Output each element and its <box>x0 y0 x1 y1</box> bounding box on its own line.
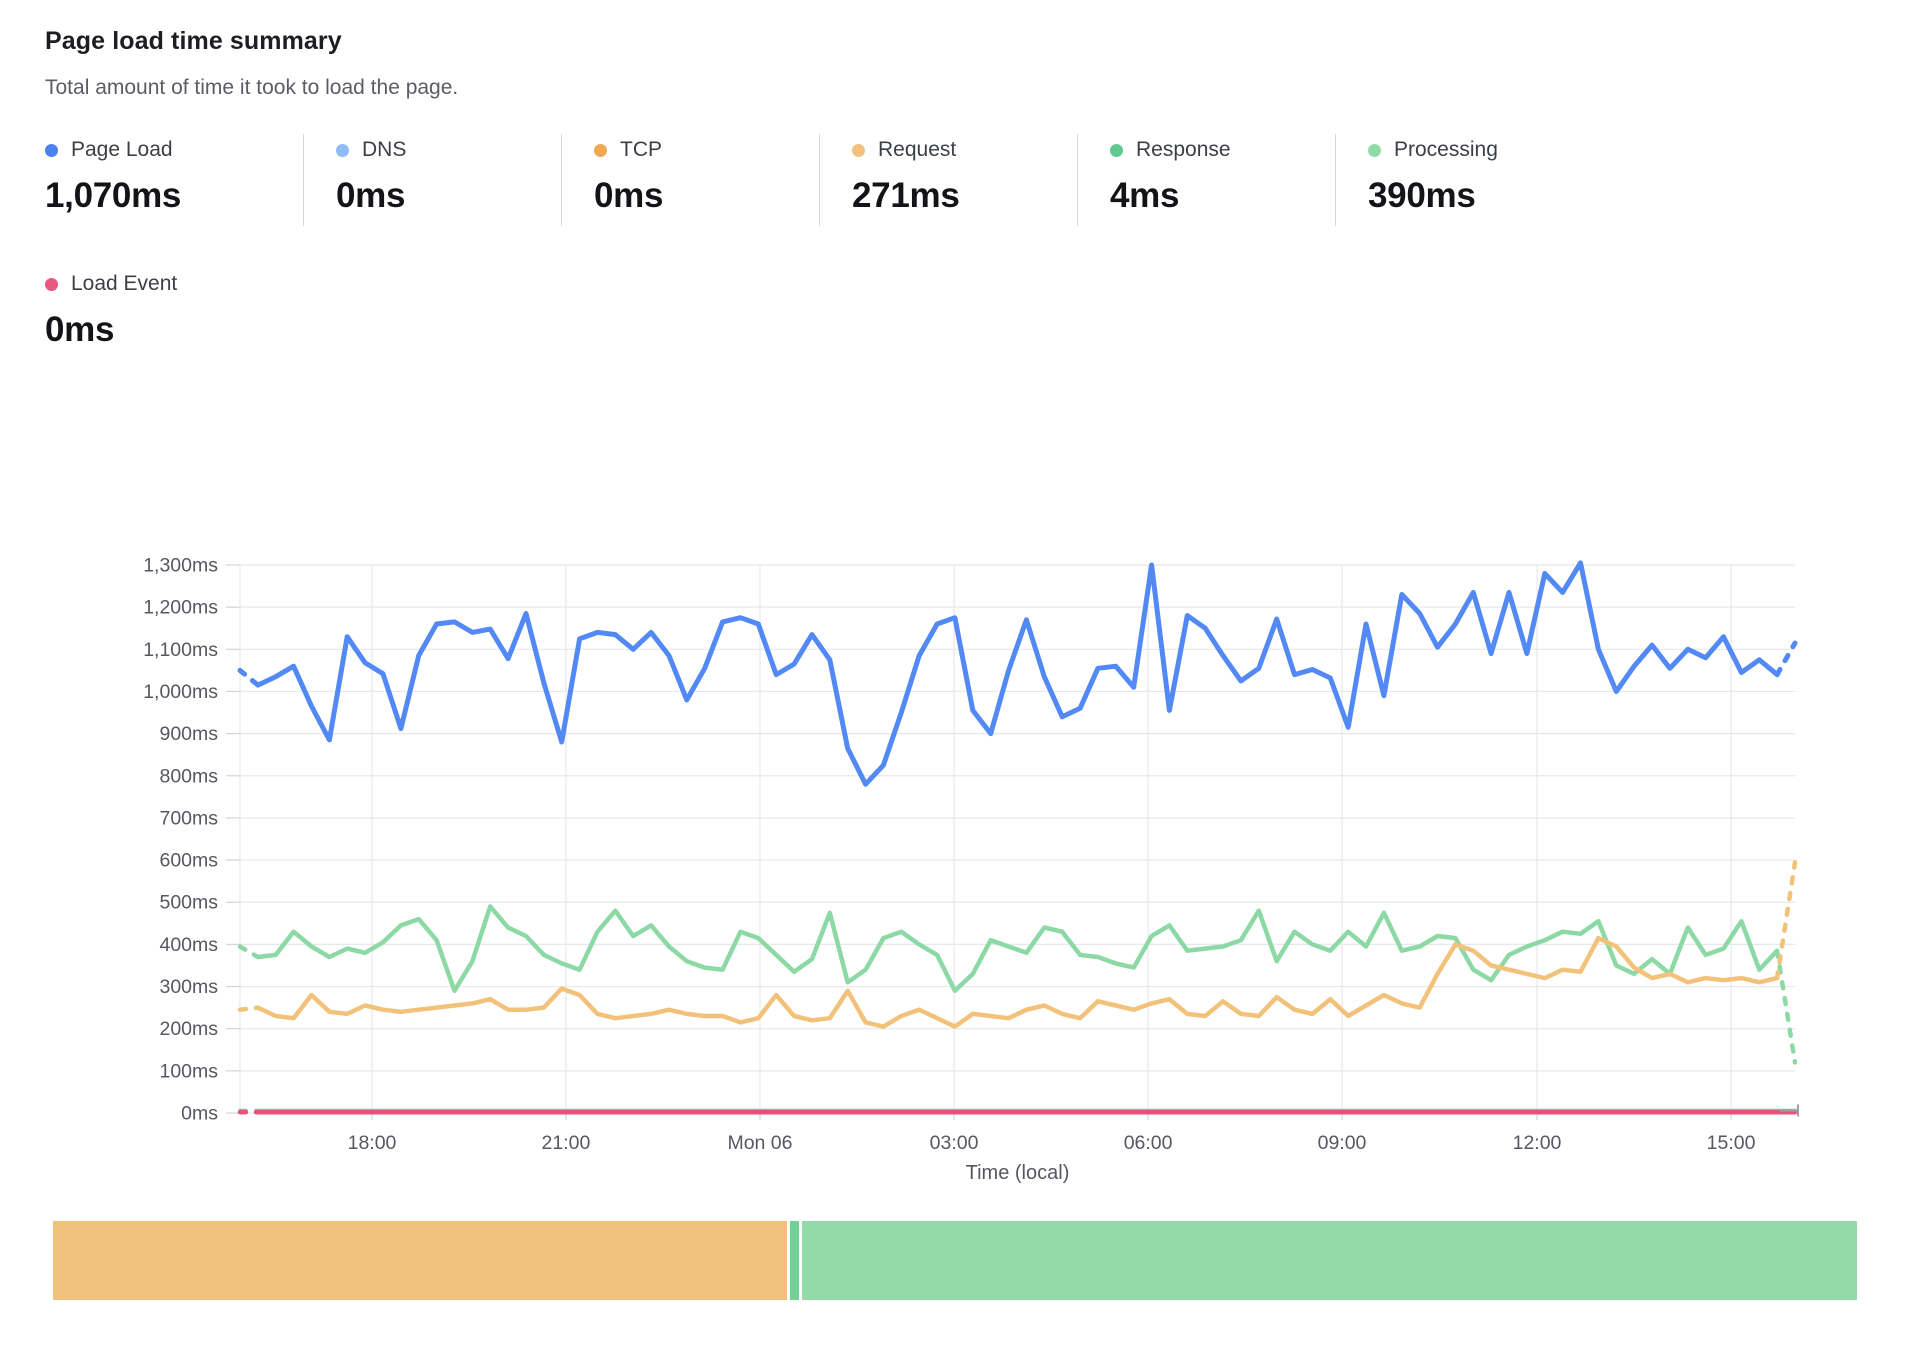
y-axis-label: 1,200ms <box>143 597 218 619</box>
bar-segment-request <box>53 1221 787 1300</box>
y-axis-label: 1,000ms <box>143 681 218 703</box>
load-time-breakdown-bar <box>53 1221 1857 1300</box>
series-line-request <box>255 935 1780 1029</box>
y-axis-label: 700ms <box>159 807 218 829</box>
metric-item-page-load: Page Load 1,070ms <box>45 134 303 226</box>
processing-legend-dot-icon <box>1368 143 1381 157</box>
metric-value: 0ms <box>45 310 115 349</box>
metric-value: 271ms <box>852 176 960 215</box>
x-axis-label: 03:00 <box>930 1132 979 1154</box>
y-axis-label: 600ms <box>159 850 218 872</box>
series-line-processing-lead-dash <box>237 944 261 960</box>
page-load-time-chart[interactable]: 0ms 100ms 200ms 300ms 400ms 500ms 600ms 700ms 80… <box>0 540 1910 1200</box>
x-axis-label: 15:00 <box>1707 1132 1756 1154</box>
y-axis-label: 500ms <box>159 892 218 914</box>
metric-label: Request <box>878 138 957 161</box>
series-line-page-load-tail-dash <box>1774 640 1798 678</box>
metric-summary-row: Page Load 1,070ms DNS 0ms TCP 0ms Request 271ms… <box>0 134 1910 226</box>
bar-segment-response <box>789 1221 800 1300</box>
metric-label: Processing <box>1394 138 1498 161</box>
metric-legend-dns: DNS <box>336 138 561 162</box>
metric-label: Response <box>1136 138 1231 161</box>
y-axis-label: 400ms <box>159 934 218 956</box>
series-line-page-load-lead-dash <box>237 667 261 688</box>
request-legend-dot-icon <box>852 143 865 157</box>
series-line-processing-tail-dash <box>1774 948 1798 1065</box>
y-axis-label: 800ms <box>159 765 218 787</box>
metric-value: 4ms <box>1110 176 1180 215</box>
metric-label: DNS <box>362 138 407 161</box>
series-line-processing <box>255 904 1780 994</box>
y-axis-label: 0ms <box>181 1103 218 1125</box>
metric-legend-page-load: Page Load <box>45 138 303 162</box>
metric-label: Page Load <box>71 138 173 161</box>
page-subtitle: Total amount of time it took to load the… <box>45 76 459 99</box>
metric-label: Load Event <box>71 272 178 295</box>
x-axis-label: 09:00 <box>1318 1132 1367 1154</box>
y-axis-label: 300ms <box>159 976 218 998</box>
metric-value: 0ms <box>594 176 664 215</box>
series-line-request-lead-dash <box>237 1005 261 1012</box>
metric-value: 390ms <box>1368 176 1476 215</box>
x-axis-label: 06:00 <box>1124 1132 1173 1154</box>
metric-label: TCP <box>620 138 662 161</box>
dns-legend-dot-icon <box>336 143 349 157</box>
load-event-legend-dot-icon <box>45 277 58 291</box>
x-axis-label: 21:00 <box>542 1132 591 1154</box>
tcp-legend-dot-icon <box>594 143 607 157</box>
x-axis-label: 12:00 <box>1513 1132 1562 1154</box>
y-axis-label: 100ms <box>159 1060 218 1082</box>
metric-summary-row-2: Load Event 0ms <box>0 268 1910 360</box>
chart-area: 0ms 100ms 200ms 300ms 400ms 500ms 600ms 700ms 80… <box>0 540 1910 1200</box>
metric-value: 1,070ms <box>45 176 182 215</box>
response-legend-dot-icon <box>1110 143 1123 157</box>
metric-item-request: Request 271ms <box>819 134 1077 226</box>
metric-item-tcp: TCP 0ms <box>561 134 819 226</box>
x-axis-label: 18:00 <box>348 1132 397 1154</box>
metric-value: 0ms <box>336 176 406 215</box>
y-axis-label: 900ms <box>159 723 218 745</box>
x-axis-label: Mon 06 <box>727 1132 792 1154</box>
metric-item-load-event: Load Event 0ms <box>45 268 303 360</box>
metric-legend-load-event: Load Event <box>45 272 303 296</box>
page-load-legend-dot-icon <box>45 143 58 157</box>
x-axis-title: Time (local) <box>966 1162 1070 1184</box>
metric-item-response: Response 4ms <box>1077 134 1335 226</box>
series-line-request-tail-dash <box>1774 859 1798 981</box>
y-axis-label: 1,300ms <box>143 555 218 577</box>
series-line-page-load <box>255 560 1780 787</box>
bar-segment-processing <box>802 1221 1857 1300</box>
metric-item-dns: DNS 0ms <box>303 134 561 226</box>
metric-item-processing: Processing 390ms <box>1335 134 1593 226</box>
page-title: Page load time summary <box>45 27 342 55</box>
metric-legend-tcp: TCP <box>594 138 819 162</box>
metric-legend-response: Response <box>1110 138 1335 162</box>
metric-legend-request: Request <box>852 138 1077 162</box>
y-axis-label: 200ms <box>159 1018 218 1040</box>
y-axis-label: 1,100ms <box>143 639 218 661</box>
metric-legend-processing: Processing <box>1368 138 1593 162</box>
panel-header: Page load time summary Total amount of t… <box>0 0 1910 100</box>
